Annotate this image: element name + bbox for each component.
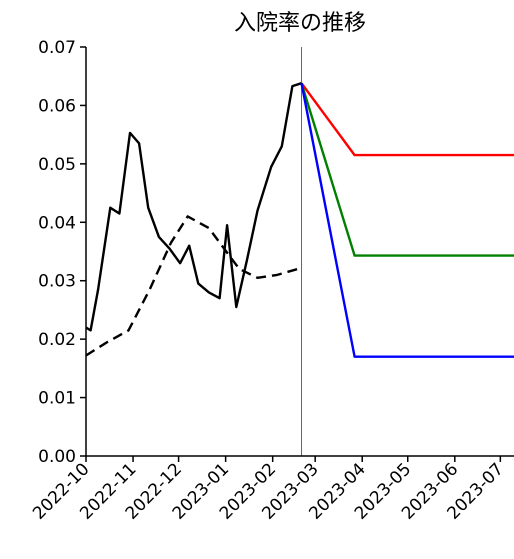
series-line-2: [85, 215, 302, 357]
series-line-4: [300, 82, 514, 257]
y-tick-label: 0.01: [38, 389, 76, 409]
series-line-5: [300, 82, 514, 358]
y-tick-label: 0.00: [38, 447, 76, 467]
series-line-3: [300, 82, 514, 157]
axes: 0.000.010.020.030.040.050.060.072022-102…: [29, 38, 514, 524]
y-tick-label: 0.02: [38, 330, 76, 350]
series-line-1: [85, 82, 302, 332]
y-tick-label: 0.04: [38, 213, 76, 233]
plot-lines: [85, 47, 514, 456]
y-tick-label: 0.06: [38, 96, 76, 116]
y-tick-label: 0.05: [38, 155, 76, 175]
y-tick-label: 0.07: [38, 38, 76, 58]
chart-title: 入院率の推移: [234, 11, 366, 36]
y-tick-label: 0.03: [38, 272, 76, 292]
